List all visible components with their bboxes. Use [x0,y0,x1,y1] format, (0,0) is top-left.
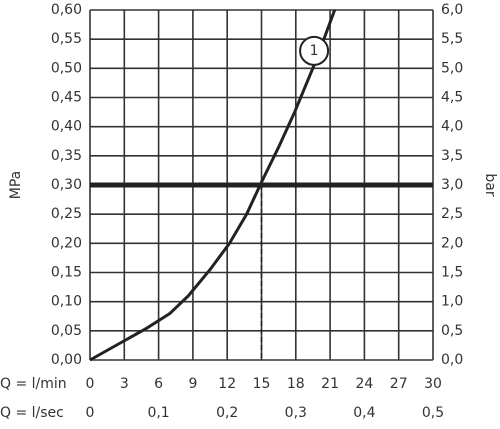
x-tick-label: 21 [321,376,339,392]
y-tick-label: 0,25 [51,206,82,222]
x-tick-label: 9 [188,376,197,392]
y2-tick-label: 1,5 [441,265,463,281]
line [89,9,337,362]
y-tick-label: 0,30 [51,177,82,193]
x2-tick-label: 0,5 [422,405,444,421]
x-tick-label: 12 [218,376,236,392]
y-tick-label: 0,55 [51,31,82,47]
y2-axis-label: bar [482,173,498,196]
y2-tick-label: 3,5 [441,148,463,164]
x2-tick-label: 0,1 [147,405,169,421]
y2-tick-label: 5,0 [441,60,463,76]
y2-tick-label: 1,0 [441,294,463,310]
annotation-circle [299,35,330,66]
x2-tick-label: 0 [86,405,95,421]
y-tick-label: 0,50 [51,60,82,76]
y-tick-label: 0,20 [51,235,82,251]
x2-axis-label: Q = l/sec [0,405,64,421]
y-tick-label: 0,60 [51,2,82,18]
x-tick-label: 24 [355,376,373,392]
x2-tick-label: 0,2 [216,405,238,421]
x-tick-label: 30 [424,376,442,392]
y-tick-label: 0,40 [51,119,82,135]
y2-tick-label: 6,0 [441,2,463,18]
y2-tick-label: 4,5 [441,90,463,106]
y-tick-label: 0,15 [51,265,82,281]
y2-tick-label: 0,0 [441,352,463,368]
y-tick-label: 0,10 [51,294,82,310]
x-tick-label: 6 [154,376,163,392]
x-tick-label: 27 [390,376,408,392]
x2-tick-label: 0,3 [285,405,307,421]
x-tick-label: 15 [253,376,271,392]
y2-tick-label: 4,0 [441,119,463,135]
y-tick-label: 0,35 [51,148,82,164]
annotation-text: 1 [310,43,319,59]
y2-tick-label: 2,5 [441,206,463,222]
y2-tick-label: 2,0 [441,235,463,251]
x-tick-label: 3 [120,376,129,392]
y2-tick-label: 3,0 [441,177,463,193]
y2-tick-label: 0,5 [441,323,463,339]
y-tick-label: 0,00 [51,352,82,368]
x-tick-label: 0 [86,376,95,392]
y-axis-label: MPa [8,171,24,199]
y-tick-label: 0,05 [51,323,82,339]
x-axis-label: Q = l/min [0,376,67,392]
y2-tick-label: 5,5 [441,31,463,47]
x-tick-label: 18 [287,376,305,392]
x2-tick-label: 0,4 [353,405,375,421]
y-tick-label: 0,45 [51,90,82,106]
